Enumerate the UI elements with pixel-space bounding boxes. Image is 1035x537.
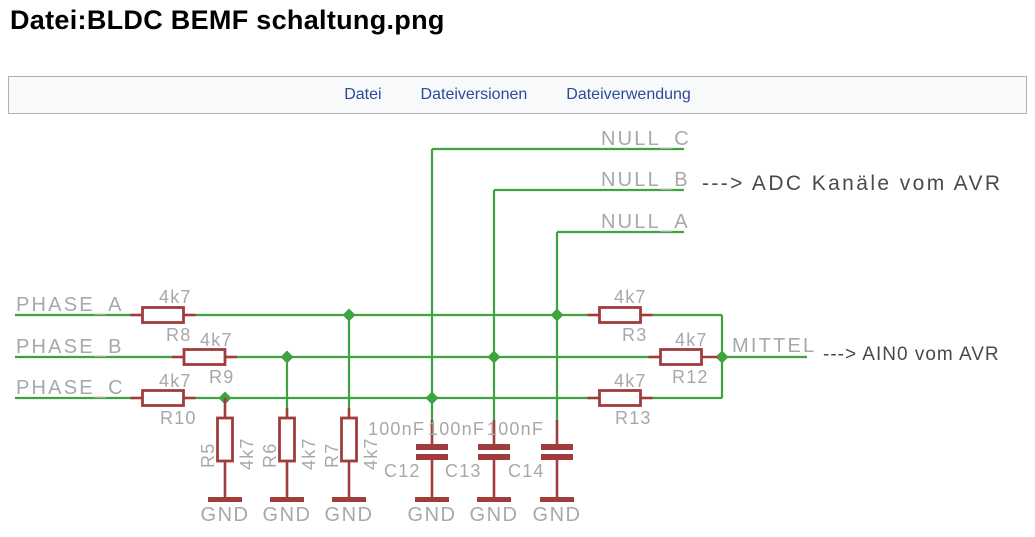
- junction-node-c-c12: [425, 391, 439, 405]
- capacitor-C14-name: C14: [508, 461, 545, 481]
- tab-dateiversionen[interactable]: Dateiversionen: [420, 86, 528, 103]
- resistor-R9: 4k7 R9: [172, 330, 237, 387]
- net-label-null-b: NULL_B: [601, 169, 690, 191]
- annotations: ---> ADC Kanäle vom AVR ---> AIN0 vom AV…: [702, 172, 1002, 365]
- net-label-null-a: NULL_A: [601, 211, 690, 233]
- tab-datei[interactable]: Datei: [344, 86, 382, 103]
- gnd-bar-r7: [332, 497, 366, 502]
- resistor-R9-body: [182, 348, 227, 366]
- resistor-R7-name: R7: [322, 443, 342, 468]
- resistor-R7-body: [340, 416, 358, 463]
- resistor-R7: R7 4k7: [322, 408, 381, 497]
- gnd-label-c14: GND: [533, 504, 582, 526]
- resistor-R3-name: R3: [622, 325, 647, 345]
- resistor-R12-value: 4k7: [675, 330, 708, 350]
- resistor-R8-name: R8: [166, 325, 191, 345]
- annotation-adc: ---> ADC Kanäle vom AVR: [702, 172, 1002, 195]
- page-title: Datei:BLDC BEMF schaltung.png: [10, 5, 445, 35]
- gnd-symbols: GND GND GND GND GND GND: [201, 497, 582, 526]
- net-label-null-c: NULL_C: [601, 128, 691, 150]
- resistor-R9-value: 4k7: [200, 330, 233, 350]
- gnd-label-r6: GND: [263, 504, 312, 526]
- resistor-R3: 4k7 R3: [587, 287, 653, 345]
- net-labels: PHASE_A PHASE_B PHASE_C NULL_C NULL_B NU…: [16, 128, 816, 399]
- capacitor-C14-plate-bottom: [541, 454, 573, 460]
- capacitor-C13-value: 100nF: [428, 419, 485, 439]
- junction-node-a-c14: [550, 308, 564, 322]
- resistor-R13: 4k7 R13: [587, 371, 653, 428]
- gnd-bar-r6: [270, 497, 304, 502]
- resistor-R10: 4k7 R10: [130, 371, 197, 428]
- capacitor-C13-plate-bottom: [478, 454, 510, 460]
- resistor-R8-value: 4k7: [159, 287, 192, 307]
- junction-node-b-c13: [487, 350, 501, 364]
- capacitor-C12: 100nF C12: [368, 419, 448, 497]
- resistor-R6-value: 4k7: [299, 437, 319, 470]
- capacitor-C12-plate-bottom: [416, 454, 448, 460]
- resistor-R12-body: [659, 348, 703, 366]
- gnd-bar-c12: [415, 497, 449, 502]
- resistor-R10-body: [141, 389, 185, 407]
- capacitor-C13: 100nF C13: [428, 419, 510, 497]
- junction-mittel: [715, 350, 729, 364]
- resistor-R13-name: R13: [615, 408, 652, 428]
- capacitor-C12-value: 100nF: [368, 419, 425, 439]
- gnd-bar-c14: [540, 497, 574, 502]
- capacitor-C14-plate-top: [541, 444, 573, 450]
- capacitor-C14: 100nF C14: [487, 419, 573, 497]
- schematic-image[interactable]: 4k7 R8 4k7 R9 4k7 R10 4k7 R3 4k7 R12 4k7…: [0, 114, 1035, 537]
- resistor-R8-body: [141, 306, 185, 324]
- net-label-phase-a: PHASE_A: [16, 294, 124, 316]
- resistor-R10-name: R10: [160, 408, 197, 428]
- capacitor-C13-plate-top: [478, 444, 510, 450]
- junction-node-a-r7: [342, 308, 356, 322]
- net-label-phase-b: PHASE_B: [16, 336, 124, 358]
- resistor-R5-name: R5: [198, 443, 218, 468]
- file-tab-bar: Datei Dateiversionen Dateiverwendung: [8, 76, 1027, 114]
- resistor-R3-body: [598, 306, 642, 324]
- resistor-R3-value: 4k7: [614, 287, 647, 307]
- resistor-R6: R6 4k7: [260, 408, 319, 497]
- tab-dateiverwendung[interactable]: Dateiverwendung: [566, 86, 691, 103]
- capacitor-C13-name: C13: [445, 461, 482, 481]
- gnd-bar-c13: [477, 497, 511, 502]
- net-wires: [15, 147, 807, 420]
- gnd-label-r5: GND: [201, 504, 250, 526]
- annotation-ain0: ---> AIN0 vom AVR: [823, 344, 1000, 365]
- resistor-R6-name: R6: [260, 443, 280, 468]
- gnd-label-c13: GND: [470, 504, 519, 526]
- gnd-label-r7: GND: [325, 504, 374, 526]
- resistor-R10-value: 4k7: [159, 371, 192, 391]
- capacitor-C12-name: C12: [384, 461, 421, 481]
- capacitor-C12-plate-top: [416, 444, 448, 450]
- resistor-R6-body: [278, 416, 296, 463]
- gnd-label-c12: GND: [408, 504, 457, 526]
- net-label-mittel: MITTEL: [732, 335, 816, 357]
- resistor-R12-name: R12: [672, 367, 709, 387]
- gnd-bar-r5: [208, 497, 242, 502]
- resistor-R5-body: [216, 416, 234, 463]
- capacitor-C14-value: 100nF: [487, 419, 544, 439]
- resistor-R5: R5 4k7: [198, 398, 257, 497]
- junction-node-b-r6: [280, 350, 294, 364]
- resistor-R13-value: 4k7: [614, 371, 647, 391]
- resistor-R7-value: 4k7: [361, 437, 381, 470]
- resistor-R5-value: 4k7: [237, 437, 257, 470]
- net-label-phase-c: PHASE_C: [16, 377, 125, 399]
- resistor-R8: 4k7 R8: [130, 287, 196, 345]
- resistor-R13-body: [598, 389, 642, 407]
- resistor-R9-name: R9: [209, 367, 234, 387]
- resistor-R12: 4k7 R12: [648, 330, 718, 387]
